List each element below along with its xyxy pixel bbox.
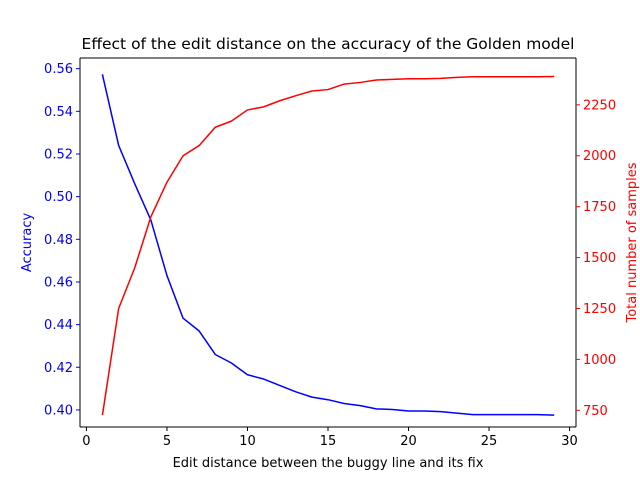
x-tick-label: 30 bbox=[561, 434, 578, 449]
accuracy-series-line bbox=[101, 74, 555, 416]
right-y-tick-label: 1750 bbox=[583, 200, 616, 215]
right-y-tick-label: 750 bbox=[583, 404, 608, 419]
right-y-tick-label: 2250 bbox=[583, 98, 616, 113]
x-tick-label: 0 bbox=[82, 434, 90, 449]
left-y-axis-label: Accuracy bbox=[20, 213, 35, 273]
right-y-tick-label: 1500 bbox=[583, 251, 616, 266]
left-y-tick-label: 0.56 bbox=[44, 62, 73, 77]
right-y-axis-ticks: 750 1000 1250 1500 1750 2000 2250 bbox=[576, 98, 616, 419]
x-tick-label: 10 bbox=[239, 434, 256, 449]
left-y-tick-label: 0.48 bbox=[44, 233, 73, 248]
x-tick-label: 20 bbox=[400, 434, 417, 449]
right-y-tick-label: 1250 bbox=[583, 302, 616, 317]
x-axis-label: Edit distance between the buggy line and… bbox=[173, 456, 484, 471]
right-y-tick-label: 2000 bbox=[583, 149, 616, 164]
left-y-axis-ticks: 0.40 0.42 0.44 0.46 0.48 0.50 0.52 0.54 0.56 bbox=[44, 62, 80, 418]
left-y-tick-label: 0.54 bbox=[44, 105, 73, 120]
samples-series-line bbox=[101, 75, 555, 416]
right-y-tick-label: 1000 bbox=[583, 353, 616, 368]
left-y-tick-label: 0.50 bbox=[44, 190, 73, 205]
chart-title: Effect of the edit distance on the accur… bbox=[82, 35, 575, 53]
left-y-tick-label: 0.52 bbox=[44, 147, 73, 162]
right-y-axis-label: Total number of samples bbox=[625, 162, 640, 323]
left-y-tick-label: 0.46 bbox=[44, 275, 73, 290]
x-tick-label: 5 bbox=[163, 434, 171, 449]
series-layer bbox=[101, 74, 555, 416]
left-y-tick-label: 0.44 bbox=[44, 318, 73, 333]
left-y-tick-label: 0.42 bbox=[44, 361, 73, 376]
x-tick-label: 15 bbox=[320, 434, 337, 449]
x-axis-ticks: 0 5 10 15 20 25 30 bbox=[82, 427, 578, 449]
x-tick-label: 25 bbox=[481, 434, 498, 449]
left-y-tick-label: 0.40 bbox=[44, 403, 73, 418]
plot-area bbox=[80, 58, 576, 427]
